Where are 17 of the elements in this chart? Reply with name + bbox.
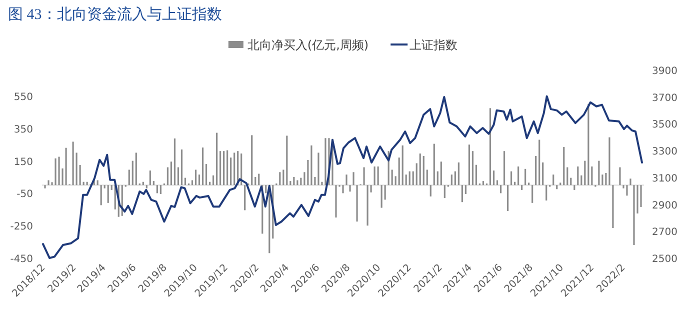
y2-tick-label: 3100: [652, 173, 678, 184]
y2-tick-label: 3300: [652, 146, 678, 158]
y-tick-label: -50: [16, 189, 33, 200]
legend-label: 上证指数: [410, 38, 458, 52]
y2-tick-label: 2500: [652, 254, 678, 265]
y-tick-label: 350: [14, 124, 33, 136]
y2-tick-label: 3500: [652, 120, 678, 131]
y2-tick-label: 3700: [652, 92, 678, 104]
y-tick-label: 150: [14, 156, 33, 168]
y2-tick-label: 2700: [652, 227, 678, 238]
y-tick-label: -450: [10, 254, 33, 265]
y-tick-label: -250: [10, 222, 33, 233]
y-tick-label: 550: [14, 92, 33, 103]
legend-label: 北向净买入(亿元,周频): [247, 38, 369, 52]
chart-title: 图 43：北向资金流入与上证指数: [8, 6, 222, 23]
y2-tick-label: 2900: [652, 200, 678, 212]
y2-tick-label: 3900: [652, 66, 678, 77]
